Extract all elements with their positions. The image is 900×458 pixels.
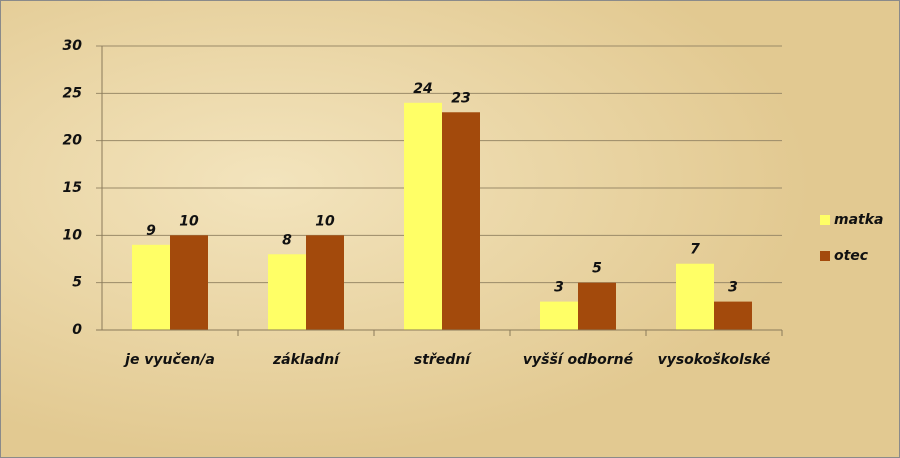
legend-label: matka [834, 212, 884, 228]
bar [404, 102, 442, 330]
data-label: 3 [728, 280, 738, 296]
bar [170, 235, 208, 330]
y-tick-label: 15 [63, 180, 83, 196]
bar [442, 112, 480, 331]
data-label: 10 [179, 213, 199, 229]
y-tick-label: 0 [72, 322, 82, 338]
x-tick-label: střední [414, 352, 472, 368]
data-label: 7 [690, 242, 700, 258]
bar [676, 263, 714, 330]
bar [578, 282, 616, 330]
data-label: 23 [451, 90, 470, 106]
bar [540, 301, 578, 330]
bar [268, 254, 306, 330]
x-tick-label: základní [272, 352, 341, 368]
y-tick-label: 10 [63, 227, 83, 243]
legend-swatch [820, 215, 830, 225]
data-label: 9 [146, 223, 156, 239]
y-tick-label: 30 [63, 38, 83, 54]
data-label: 24 [413, 81, 432, 97]
x-tick-label: vysokoškolské [658, 352, 771, 368]
legend-label: otec [834, 248, 869, 264]
x-tick-label: je vyučen/a [123, 352, 215, 368]
data-label: 3 [554, 280, 564, 296]
data-label: 8 [282, 232, 292, 248]
y-tick-label: 5 [72, 275, 82, 291]
y-tick-label: 25 [63, 85, 83, 101]
bar [714, 301, 752, 330]
y-tick-label: 20 [63, 133, 83, 149]
bar [132, 244, 170, 330]
x-tick-label: vyšší odborné [523, 352, 634, 368]
data-label: 5 [592, 261, 602, 277]
data-label: 10 [315, 213, 335, 229]
bar [306, 235, 344, 330]
legend-swatch [820, 251, 830, 261]
